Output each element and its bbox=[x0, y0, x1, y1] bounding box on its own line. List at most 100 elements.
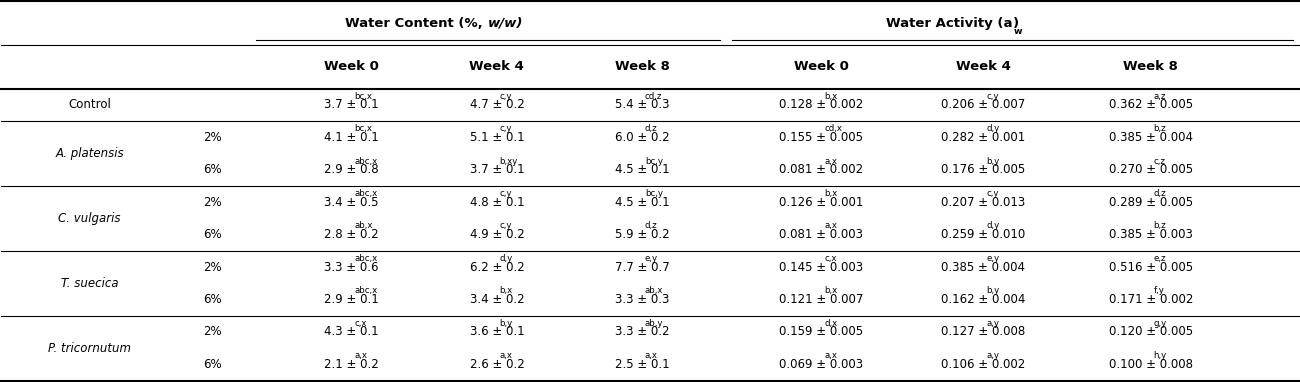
Text: 2.5 ± 0.1: 2.5 ± 0.1 bbox=[615, 358, 670, 371]
Text: 6.2 ± 0.2: 6.2 ± 0.2 bbox=[469, 261, 524, 274]
Text: ab,x: ab,x bbox=[355, 222, 373, 230]
Text: 5.4 ± 0.3: 5.4 ± 0.3 bbox=[615, 98, 670, 111]
Text: 0.081 ± 0.003: 0.081 ± 0.003 bbox=[779, 228, 863, 241]
Text: 0.362 ± 0.005: 0.362 ± 0.005 bbox=[1109, 98, 1193, 111]
Text: 0.126 ± 0.001: 0.126 ± 0.001 bbox=[779, 196, 863, 209]
Text: 4.5 ± 0.1: 4.5 ± 0.1 bbox=[615, 163, 670, 176]
Text: c,y: c,y bbox=[987, 92, 998, 101]
Text: b,x: b,x bbox=[824, 286, 837, 295]
Text: d,y: d,y bbox=[499, 254, 514, 263]
Text: Water Content (%,: Water Content (%, bbox=[346, 17, 488, 30]
Text: 0.100 ± 0.008: 0.100 ± 0.008 bbox=[1109, 358, 1192, 371]
Text: 3.6 ± 0.1: 3.6 ± 0.1 bbox=[469, 325, 524, 338]
Text: bc,y: bc,y bbox=[645, 157, 663, 165]
Text: d,z: d,z bbox=[645, 222, 658, 230]
Text: 0.259 ± 0.010: 0.259 ± 0.010 bbox=[941, 228, 1026, 241]
Text: 2.1 ± 0.2: 2.1 ± 0.2 bbox=[324, 358, 380, 371]
Text: 2.9 ± 0.8: 2.9 ± 0.8 bbox=[324, 163, 380, 176]
Text: 6%: 6% bbox=[204, 228, 222, 241]
Text: 0.176 ± 0.005: 0.176 ± 0.005 bbox=[941, 163, 1026, 176]
Text: 3.3 ± 0.2: 3.3 ± 0.2 bbox=[615, 325, 670, 338]
Text: bc,y: bc,y bbox=[645, 189, 663, 198]
Text: 0.127 ± 0.008: 0.127 ± 0.008 bbox=[941, 325, 1026, 338]
Text: c,y: c,y bbox=[499, 189, 512, 198]
Text: w/w): w/w) bbox=[488, 17, 523, 30]
Text: 2.9 ± 0.1: 2.9 ± 0.1 bbox=[324, 293, 380, 306]
Text: Week 4: Week 4 bbox=[956, 60, 1011, 73]
Text: 0.069 ± 0.003: 0.069 ± 0.003 bbox=[779, 358, 863, 371]
Text: 4.1 ± 0.1: 4.1 ± 0.1 bbox=[324, 131, 380, 144]
Text: abc,x: abc,x bbox=[355, 189, 378, 198]
Text: bc,x: bc,x bbox=[355, 124, 372, 133]
Text: c,y: c,y bbox=[987, 189, 998, 198]
Text: Week 4: Week 4 bbox=[469, 60, 524, 73]
Text: e,z: e,z bbox=[1153, 254, 1166, 263]
Text: 5.1 ± 0.1: 5.1 ± 0.1 bbox=[469, 131, 524, 144]
Text: 2%: 2% bbox=[204, 131, 222, 144]
Text: 2%: 2% bbox=[204, 196, 222, 209]
Text: 3.4 ± 0.2: 3.4 ± 0.2 bbox=[469, 293, 524, 306]
Text: 0.385 ± 0.004: 0.385 ± 0.004 bbox=[941, 261, 1026, 274]
Text: 3.3 ± 0.3: 3.3 ± 0.3 bbox=[615, 293, 670, 306]
Text: cd,x: cd,x bbox=[824, 124, 842, 133]
Text: c,y: c,y bbox=[499, 222, 512, 230]
Text: 0.207 ± 0.013: 0.207 ± 0.013 bbox=[941, 196, 1026, 209]
Text: 0.270 ± 0.005: 0.270 ± 0.005 bbox=[1109, 163, 1193, 176]
Text: 5.9 ± 0.2: 5.9 ± 0.2 bbox=[615, 228, 670, 241]
Text: 0.162 ± 0.004: 0.162 ± 0.004 bbox=[941, 293, 1026, 306]
Text: d,y: d,y bbox=[987, 124, 1000, 133]
Text: f,y: f,y bbox=[1153, 286, 1165, 295]
Text: ab,y: ab,y bbox=[645, 319, 663, 328]
Text: b,x: b,x bbox=[824, 92, 837, 101]
Text: 3.7 ± 0.1: 3.7 ± 0.1 bbox=[469, 163, 524, 176]
Text: 4.3 ± 0.1: 4.3 ± 0.1 bbox=[324, 325, 380, 338]
Text: Week 0: Week 0 bbox=[324, 60, 380, 73]
Text: w: w bbox=[1014, 28, 1023, 36]
Text: 3.7 ± 0.1: 3.7 ± 0.1 bbox=[324, 98, 380, 111]
Text: b,y: b,y bbox=[987, 157, 1000, 165]
Text: 2.6 ± 0.2: 2.6 ± 0.2 bbox=[469, 358, 524, 371]
Text: b,y: b,y bbox=[987, 286, 1000, 295]
Text: abc,x: abc,x bbox=[355, 254, 378, 263]
Text: 6.0 ± 0.2: 6.0 ± 0.2 bbox=[615, 131, 670, 144]
Text: 0.106 ± 0.002: 0.106 ± 0.002 bbox=[941, 358, 1026, 371]
Text: a,x: a,x bbox=[824, 351, 837, 360]
Text: abc,x: abc,x bbox=[355, 286, 378, 295]
Text: b,x: b,x bbox=[499, 286, 514, 295]
Text: Control: Control bbox=[68, 98, 110, 111]
Text: b,x: b,x bbox=[824, 189, 837, 198]
Text: P. tricornutum: P. tricornutum bbox=[48, 342, 131, 354]
Text: ): ) bbox=[1013, 17, 1019, 30]
Text: a,x: a,x bbox=[355, 351, 368, 360]
Text: 0.159 ± 0.005: 0.159 ± 0.005 bbox=[779, 325, 863, 338]
Text: c,y: c,y bbox=[499, 124, 512, 133]
Text: Week 8: Week 8 bbox=[615, 60, 670, 73]
Text: bc,x: bc,x bbox=[355, 92, 372, 101]
Text: d,y: d,y bbox=[987, 222, 1000, 230]
Text: 6%: 6% bbox=[204, 358, 222, 371]
Text: 0.516 ± 0.005: 0.516 ± 0.005 bbox=[1109, 261, 1193, 274]
Text: b,xy: b,xy bbox=[499, 157, 519, 165]
Text: a,z: a,z bbox=[1153, 92, 1166, 101]
Text: a,x: a,x bbox=[499, 351, 512, 360]
Text: a,x: a,x bbox=[824, 157, 837, 165]
Text: 4.9 ± 0.2: 4.9 ± 0.2 bbox=[469, 228, 524, 241]
Text: c,y: c,y bbox=[499, 92, 512, 101]
Text: c,z: c,z bbox=[1153, 157, 1165, 165]
Text: a,y: a,y bbox=[987, 319, 1000, 328]
Text: e,y: e,y bbox=[645, 254, 658, 263]
Text: ab,x: ab,x bbox=[645, 286, 663, 295]
Text: b,y: b,y bbox=[499, 319, 514, 328]
Text: b,z: b,z bbox=[1153, 124, 1166, 133]
Text: 4.8 ± 0.1: 4.8 ± 0.1 bbox=[469, 196, 524, 209]
Text: abc,x: abc,x bbox=[355, 157, 378, 165]
Text: 3.3 ± 0.6: 3.3 ± 0.6 bbox=[325, 261, 378, 274]
Text: 0.155 ± 0.005: 0.155 ± 0.005 bbox=[779, 131, 863, 144]
Text: 2%: 2% bbox=[204, 325, 222, 338]
Text: 0.282 ± 0.001: 0.282 ± 0.001 bbox=[941, 131, 1026, 144]
Text: b,z: b,z bbox=[1153, 222, 1166, 230]
Text: 0.289 ± 0.005: 0.289 ± 0.005 bbox=[1109, 196, 1193, 209]
Text: a,x: a,x bbox=[645, 351, 658, 360]
Text: 3.4 ± 0.5: 3.4 ± 0.5 bbox=[325, 196, 378, 209]
Text: Week 8: Week 8 bbox=[1123, 60, 1178, 73]
